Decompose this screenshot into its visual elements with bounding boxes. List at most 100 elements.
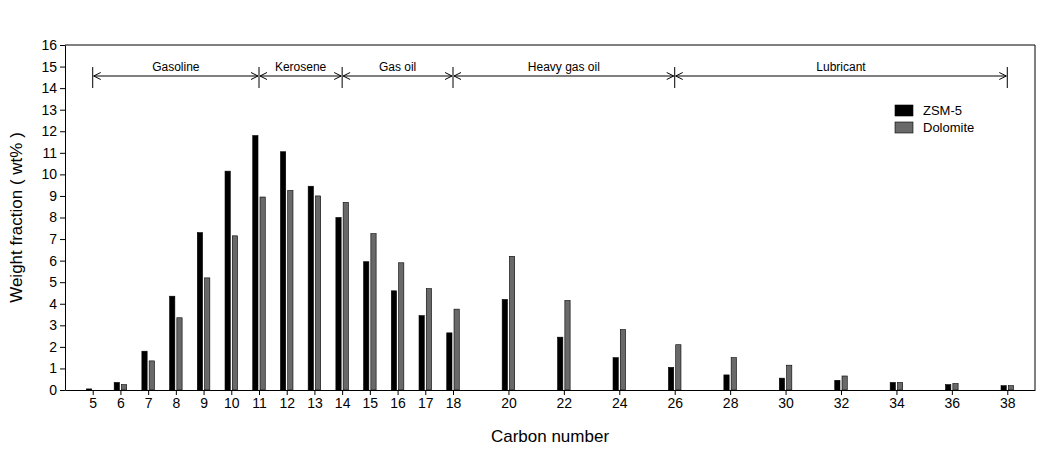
y-tick-mark [60,110,65,111]
bar [197,233,202,390]
range-boundary [259,67,260,88]
x-tick-label: 36 [945,395,961,411]
bar [364,262,369,390]
range-annotations: GasolineKeroseneGas oilHeavy gas oilLubr… [93,60,1008,88]
bar [114,382,119,390]
bar [731,358,736,390]
y-tick: 2 [49,339,65,355]
x-tick-label: 28 [723,395,739,411]
bar-series [121,191,1013,390]
bar [260,197,265,390]
bar [94,390,99,391]
range-boundary [1007,67,1008,88]
legend-swatch [895,105,913,116]
y-tick-label: 12 [41,123,57,139]
y-tick-mark [60,261,65,262]
y-tick-mark [60,390,65,391]
x-tick-label: 22 [557,395,573,411]
y-tick: 11 [42,145,65,161]
bar [620,330,625,390]
x-tick-label: 30 [778,395,794,411]
x-tick: 38 [1000,390,1016,411]
y-tick-label: 8 [49,209,57,225]
x-tick-label: 7 [145,395,153,411]
x-tick-label: 15 [363,395,379,411]
bar [205,278,210,390]
bar [336,218,341,391]
y-tick-mark [60,131,65,132]
bar [558,337,563,390]
range-arrow [454,76,674,77]
y-axis-title: Weight fraction ( wt% ) [7,132,26,303]
x-tick: 15 [363,390,379,411]
bar [419,316,424,390]
x-axis: 5678910111213141516171820222426283032343… [66,390,1036,411]
y-tick-label: 13 [41,102,57,118]
bar [308,186,313,390]
y-tick-label: 2 [49,339,57,355]
chart: 5678910111213141516171820222426283032343… [0,0,1060,454]
x-tick: 32 [834,390,850,411]
x-tick: 17 [418,390,434,411]
x-tick: 28 [723,390,739,411]
range-boundary [674,67,675,88]
y-tick-label: 10 [41,166,57,182]
x-tick: 11 [252,390,267,411]
bar [724,375,729,390]
bar [676,345,681,390]
bar [426,289,431,390]
y-tick-label: 14 [41,80,57,96]
y-tick-label: 0 [49,382,57,398]
x-tick: 22 [557,390,573,411]
x-tick-label: 17 [418,395,434,411]
range-arrow [260,76,341,77]
plot-frame [1035,45,1036,390]
y-tick-label: 6 [49,253,57,269]
y-tick-mark [60,347,65,348]
y-axis-line [65,46,66,391]
x-axis-title: Carbon number [491,427,609,446]
x-tick-label: 16 [390,395,406,411]
x-tick: 24 [612,390,628,411]
bar [232,236,237,390]
x-tick-label: 5 [89,395,97,411]
x-tick-label: 20 [501,395,517,411]
bar [149,361,154,390]
y-tick-label: 4 [49,296,57,312]
range-label: Gas oil [379,60,416,74]
x-tick-label: 9 [200,395,208,411]
x-tick-label: 24 [612,395,628,411]
bar [280,152,285,390]
y-tick: 1 [49,360,65,376]
x-tick: 36 [945,390,961,411]
range-boundary [342,67,343,88]
bar [509,256,514,390]
y-tick: 3 [49,317,65,333]
x-tick: 14 [335,390,351,411]
y-tick-mark [60,282,65,283]
x-tick: 16 [390,390,406,411]
x-tick-label: 14 [335,395,351,411]
bar [946,385,951,390]
x-tick: 12 [279,390,295,411]
y-tick: 12 [41,123,65,139]
x-tick: 26 [667,390,683,411]
y-tick-mark [60,368,65,369]
y-tick: 5 [49,274,65,290]
y-tick-mark [60,88,65,89]
x-tick-label: 38 [1000,395,1016,411]
range-boundary [453,67,454,88]
bar [668,367,673,390]
x-tick-label: 26 [667,395,683,411]
range-arrow [94,76,258,77]
x-tick-label: 18 [446,395,462,411]
legend-item: Dolomite [895,120,974,135]
x-tick: 10 [224,390,240,411]
x-tick: 30 [778,390,794,411]
range-arrow [676,76,1007,77]
y-tick-mark [60,196,65,197]
x-tick-label: 11 [252,395,267,411]
bar [835,380,840,390]
bar [953,384,958,390]
y-tick: 13 [41,102,65,118]
